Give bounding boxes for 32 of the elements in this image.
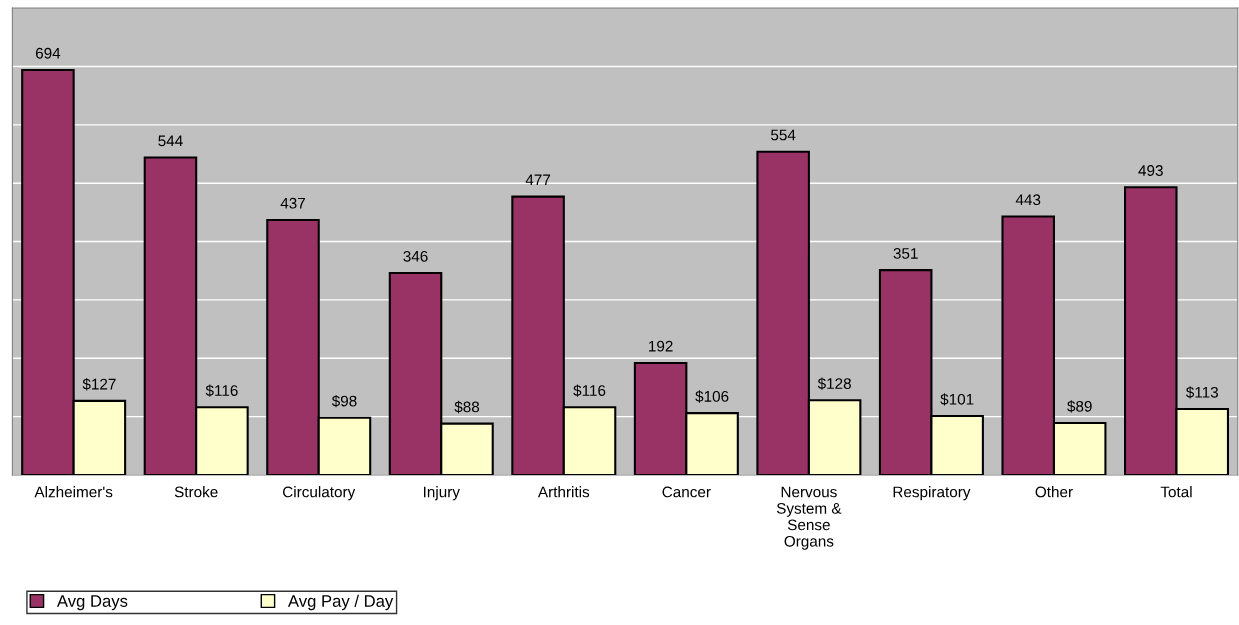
data-label: 694 <box>35 47 61 59</box>
data-label: 443 <box>1015 194 1041 206</box>
data-label: 544 <box>158 135 183 147</box>
data-label: $128 <box>817 377 851 390</box>
data-label: $113 <box>1185 386 1218 399</box>
data-label: $106 <box>695 390 729 403</box>
data-label: $116 <box>573 384 606 397</box>
data-label: 554 <box>771 129 796 141</box>
x-tick-label: Nervous System & Sense Organs <box>776 486 842 550</box>
data-label: 351 <box>893 247 918 259</box>
data-label: $101 <box>940 393 974 406</box>
legend-label: Avg Pay / Day <box>287 594 394 611</box>
data-label: $89 <box>1067 400 1092 413</box>
data-label: 346 <box>403 250 428 262</box>
legend-label: Avg Days <box>56 595 128 611</box>
data-label: $98 <box>331 394 357 408</box>
x-tick-label: Circulatory <box>283 486 356 501</box>
data-label: $88 <box>454 400 480 414</box>
data-label: $116 <box>205 384 238 397</box>
data-label: 437 <box>280 197 305 209</box>
x-tick-label: Injury <box>424 486 460 501</box>
data-label: 192 <box>649 340 673 352</box>
data-label: $127 <box>82 378 116 391</box>
x-tick-label: Other <box>1035 486 1073 498</box>
x-tick-label: Arthritis <box>537 486 590 498</box>
data-label: 493 <box>1138 165 1163 176</box>
x-tick-label: Cancer <box>662 486 711 498</box>
x-tick-label: Total <box>1160 486 1192 498</box>
data-label: 477 <box>525 174 551 186</box>
x-tick-label: Stroke <box>174 486 218 498</box>
x-tick-label: Alzheimer's <box>34 486 113 498</box>
x-tick-label: Respiratory <box>893 486 971 501</box>
